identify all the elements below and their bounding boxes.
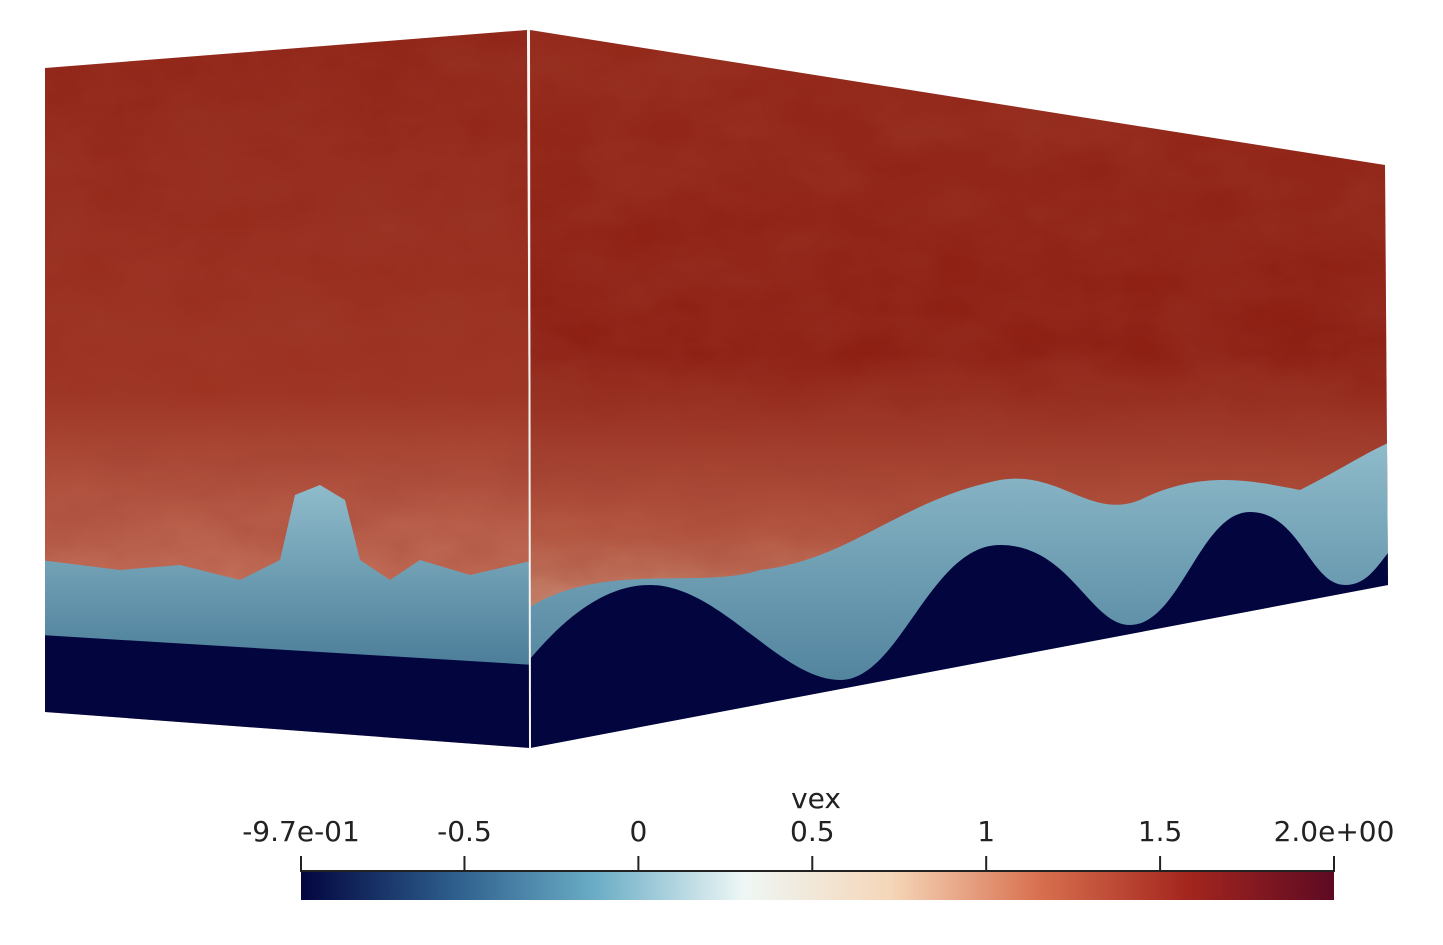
- tick-label: 0.5: [790, 815, 835, 848]
- tick-label: 0: [629, 815, 647, 848]
- tick-label: 2.0e+00: [1274, 815, 1395, 848]
- left-face: [45, 30, 530, 748]
- colorbar-title: vex: [791, 782, 841, 815]
- tick-label: -0.5: [437, 815, 492, 848]
- edge: [528, 29, 531, 749]
- tick-label: 1.5: [1138, 815, 1183, 848]
- colorbar: [301, 872, 1334, 900]
- right-face: [530, 30, 1388, 748]
- tick-label: 1: [977, 815, 995, 848]
- tick-label: -9.7e-01: [242, 815, 360, 848]
